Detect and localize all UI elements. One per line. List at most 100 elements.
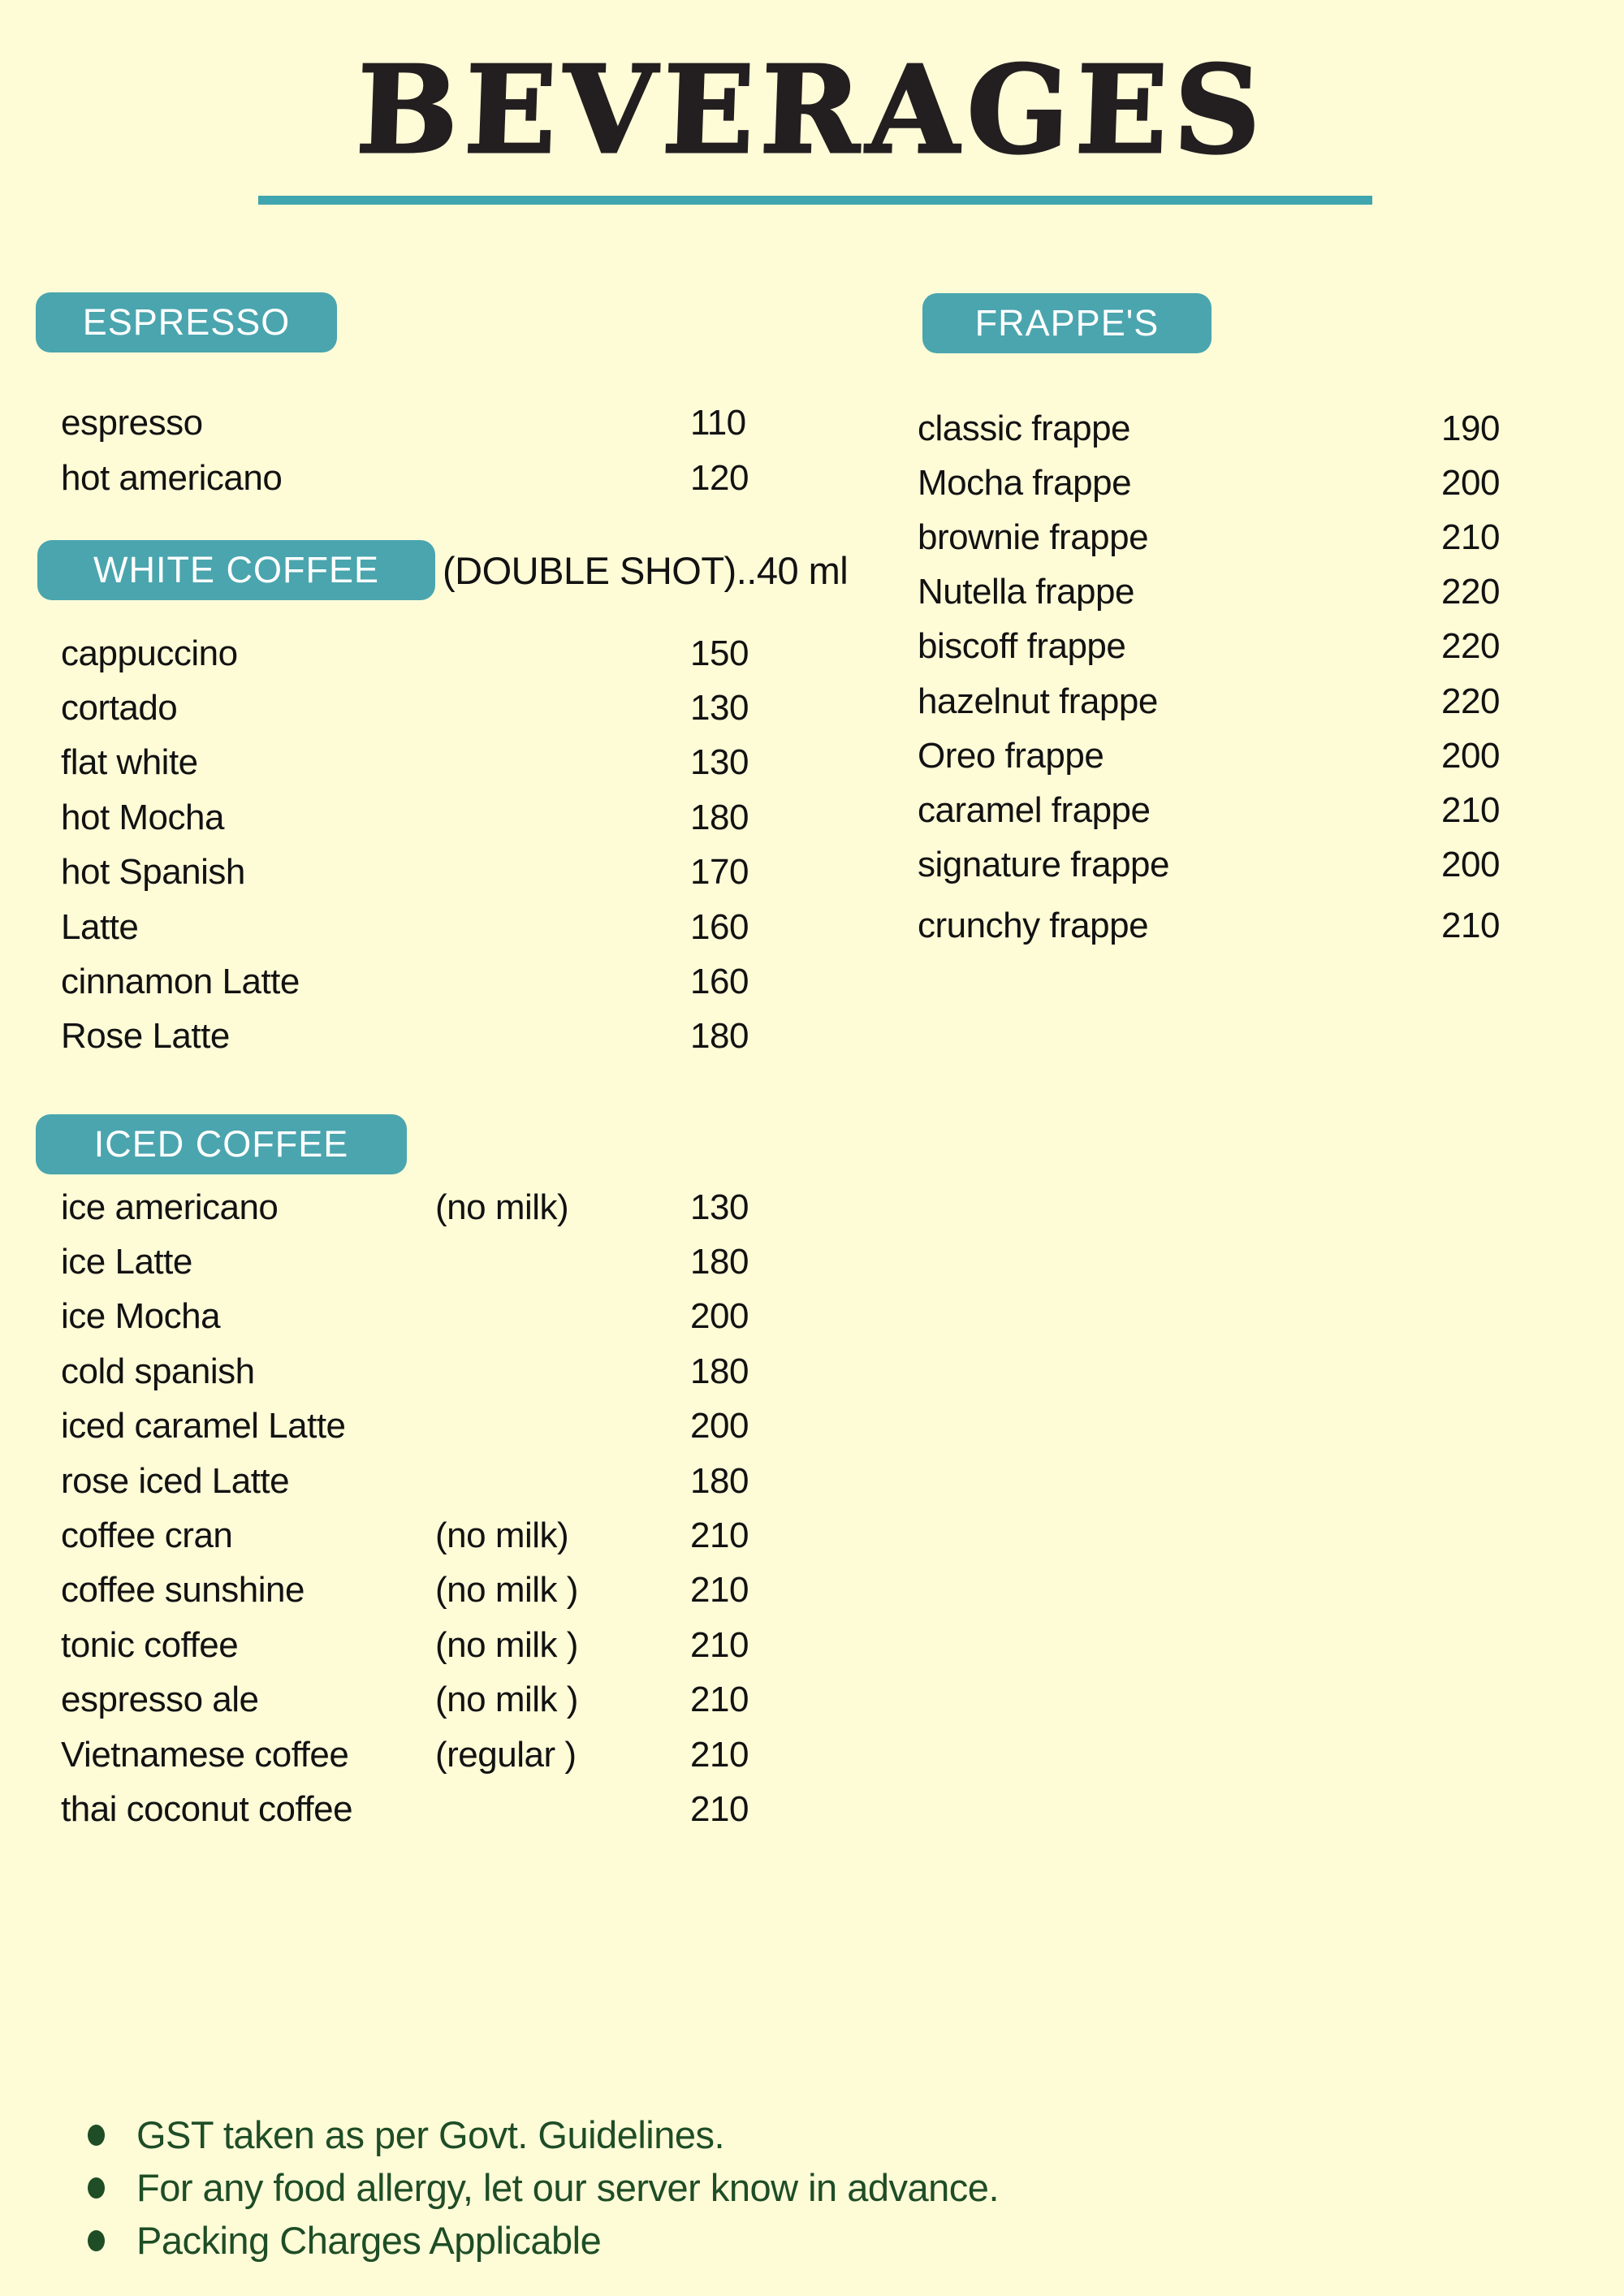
item-name: hot Spanish xyxy=(61,852,245,893)
item-name: ice americano xyxy=(61,1187,279,1227)
item-price: 170 xyxy=(690,852,749,893)
section-header-label: WHITE COFFEE xyxy=(93,549,379,590)
menu-item-row: rose iced Latte 180 xyxy=(61,1454,808,1508)
menu-item-row: coffee cran (no milk) 210 xyxy=(61,1508,808,1563)
item-name: flat white xyxy=(61,742,198,783)
item-name: crunchy frappe xyxy=(918,906,1149,946)
item-name: Nutella frappe xyxy=(918,572,1134,612)
section-header-iced-coffee: ICED COFFEE xyxy=(36,1114,407,1174)
menu-item-row: espresso ale (no milk ) 210 xyxy=(61,1673,808,1727)
footer-note-text: Packing Charges Applicable xyxy=(136,2219,602,2262)
menu-item-row: signature frappe 200 xyxy=(918,838,1535,893)
menu-item-row: Rose Latte 180 xyxy=(61,1010,808,1064)
item-price: 120 xyxy=(690,458,749,498)
item-note: (no milk ) xyxy=(435,1570,578,1611)
menu-item-row: tonic coffee (no milk ) 210 xyxy=(61,1618,808,1672)
item-name: signature frappe xyxy=(918,845,1170,885)
footer-note: Packing Charges Applicable xyxy=(88,2214,999,2267)
item-name: coffee cran xyxy=(61,1516,233,1556)
menu-item-row: cinnamon Latte 160 xyxy=(61,954,808,1009)
item-name: classic frappe xyxy=(918,408,1131,448)
item-price: 160 xyxy=(690,962,749,1002)
item-price: 180 xyxy=(690,1242,749,1282)
item-name: cinnamon Latte xyxy=(61,962,300,1002)
item-name: iced caramel Latte xyxy=(61,1406,346,1446)
section-header-label: ICED COFFEE xyxy=(93,1123,349,1165)
title-underline xyxy=(258,196,1372,205)
footer-note: For any food allergy, let our server kno… xyxy=(88,2161,1000,2214)
item-name: espresso ale xyxy=(61,1680,259,1720)
item-name: coffee sunshine xyxy=(61,1570,304,1611)
menu-item-row: Mocha frappe 200 xyxy=(918,456,1535,510)
item-price: 220 xyxy=(1441,626,1500,667)
item-name: espresso xyxy=(61,403,203,443)
menu-item-row: brownie frappe 210 xyxy=(918,510,1535,564)
menu-item-row: crunchy frappe 210 xyxy=(918,899,1535,953)
item-name: brownie frappe xyxy=(918,517,1149,557)
menu-item-row: Nutella frappe 220 xyxy=(918,565,1535,620)
item-name: caramel frappe xyxy=(918,789,1151,830)
item-name: rose iced Latte xyxy=(61,1460,290,1501)
item-price: 130 xyxy=(690,688,749,729)
item-name: Oreo frappe xyxy=(918,735,1104,776)
section-header-white-coffee: WHITE COFFEE xyxy=(37,540,435,600)
menu-item-row: thai coconut coffee 210 xyxy=(61,1782,808,1836)
item-name: cortado xyxy=(61,688,178,729)
item-price: 210 xyxy=(1441,789,1500,830)
item-price: 210 xyxy=(1441,517,1500,557)
white-coffee-item-list: cappuccino 150 cortado 130 flat white 13… xyxy=(61,626,808,1064)
item-price: 210 xyxy=(690,1788,749,1829)
item-price: 200 xyxy=(1441,735,1500,776)
item-price: 210 xyxy=(690,1570,749,1611)
section-header-espresso: ESPRESSO xyxy=(36,292,337,352)
item-name: cold spanish xyxy=(61,1351,255,1391)
item-price: 180 xyxy=(690,797,749,837)
item-name: biscoff frappe xyxy=(918,626,1126,667)
item-name: cappuccino xyxy=(61,633,238,673)
bullet-icon xyxy=(88,2177,105,2199)
iced-coffee-item-list: ice americano (no milk) 130 ice Latte 18… xyxy=(61,1180,808,1837)
menu-item-row: ice Mocha 200 xyxy=(61,1290,808,1344)
menu-item-row: biscoff frappe 220 xyxy=(918,620,1535,674)
bullet-icon xyxy=(88,2229,105,2251)
section-header-label: ESPRESSO xyxy=(82,301,291,343)
bullet-icon xyxy=(88,2124,105,2146)
item-price: 130 xyxy=(690,742,749,783)
item-name: Latte xyxy=(61,906,139,947)
item-name: hot Mocha xyxy=(61,797,224,837)
section-header-label: FRAPPE'S xyxy=(974,302,1160,344)
item-price: 220 xyxy=(1441,572,1500,612)
item-name: thai coconut coffee xyxy=(61,1788,353,1829)
menu-item-row: Latte 160 xyxy=(61,900,808,954)
item-price: 210 xyxy=(1441,906,1500,946)
item-price: 180 xyxy=(690,1351,749,1391)
menu-item-row: cortado 130 xyxy=(61,681,808,735)
item-price: 130 xyxy=(690,1187,749,1227)
item-name: tonic coffee xyxy=(61,1624,239,1665)
item-note: (no milk) xyxy=(435,1516,569,1556)
menu-item-row: hot Spanish 170 xyxy=(61,845,808,900)
footer-notes: GST taken as per Govt. Guidelines. For a… xyxy=(88,2108,1000,2267)
item-price: 110 xyxy=(690,403,746,443)
item-note: (no milk) xyxy=(435,1187,569,1227)
item-price: 200 xyxy=(690,1406,749,1446)
item-price: 210 xyxy=(690,1624,749,1665)
item-note: (regular ) xyxy=(435,1734,577,1775)
item-price: 190 xyxy=(1441,408,1500,448)
menu-item-row: ice Latte 180 xyxy=(61,1234,808,1289)
item-name: ice Mocha xyxy=(61,1296,221,1337)
menu-item-row: Oreo frappe 200 xyxy=(918,729,1535,783)
menu-item-row: Vietnamese coffee (regular ) 210 xyxy=(61,1727,808,1782)
item-price: 200 xyxy=(1441,845,1500,885)
menu-item-row: hot americano 120 xyxy=(61,451,808,506)
item-name: ice Latte xyxy=(61,1242,192,1282)
item-name: Rose Latte xyxy=(61,1016,230,1057)
item-name: hazelnut frappe xyxy=(918,681,1158,721)
footer-note-text: GST taken as per Govt. Guidelines. xyxy=(136,2113,725,2156)
menu-item-row: coffee sunshine (no milk ) 210 xyxy=(61,1563,808,1618)
menu-item-row: cold spanish 180 xyxy=(61,1344,808,1399)
item-price: 180 xyxy=(690,1016,749,1057)
menu-item-row: iced caramel Latte 200 xyxy=(61,1399,808,1454)
item-price: 150 xyxy=(690,633,749,673)
espresso-item-list: espresso 110 hot americano 120 xyxy=(61,396,808,506)
